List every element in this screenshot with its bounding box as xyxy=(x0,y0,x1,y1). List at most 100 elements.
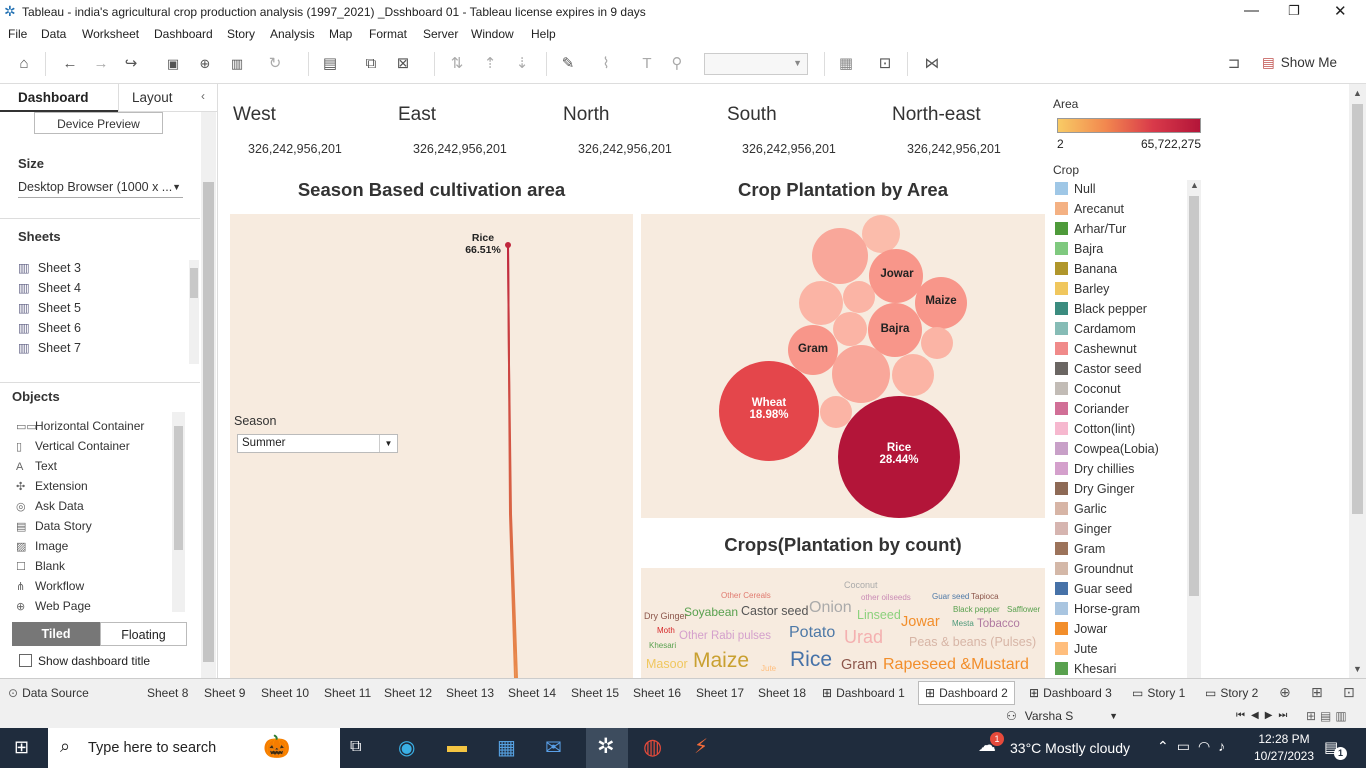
object-web-page[interactable]: ⊕ Web Page xyxy=(16,599,91,613)
save-icon[interactable]: ▣ xyxy=(166,56,180,71)
crop-legend-item[interactable]: Cashewnut xyxy=(1055,342,1137,356)
sheet-item-5[interactable]: ▥ Sheet 5 xyxy=(18,300,81,315)
redo-icon[interactable]: → xyxy=(93,55,109,72)
bubble[interactable] xyxy=(862,215,900,253)
word[interactable]: Tobacco xyxy=(977,618,1020,630)
tab-sheet-9[interactable]: Sheet 9 xyxy=(204,686,246,700)
scroll-up-icon[interactable]: ▲ xyxy=(1353,88,1362,98)
word[interactable]: Guar seed xyxy=(932,592,970,601)
tab-data-source[interactable]: ⊙ Data Source xyxy=(8,686,89,700)
word[interactable]: Safflower xyxy=(1007,605,1041,614)
word[interactable]: Peas & beans (Pulses) xyxy=(909,635,1037,649)
tab-story-2[interactable]: ▭ Story 2 xyxy=(1205,686,1258,700)
crop-legend-item[interactable]: Dry chillies xyxy=(1055,462,1134,476)
object-ask-data[interactable]: ◎ Ask Data xyxy=(16,499,84,513)
menu-worksheet[interactable]: Worksheet xyxy=(82,27,140,41)
bubble[interactable] xyxy=(921,327,953,359)
word[interactable]: Other Cereals xyxy=(721,591,771,600)
new-dashboard-icon[interactable]: ⊞ xyxy=(1311,684,1323,700)
object-data-story[interactable]: ▤ Data Story xyxy=(16,519,92,533)
tab-dashboard-2[interactable]: ⊞ Dashboard 2 xyxy=(918,681,1015,705)
crop-legend-item[interactable]: Dry Ginger xyxy=(1055,482,1134,496)
word[interactable]: Onion xyxy=(809,599,852,616)
edge-icon[interactable]: ◉ xyxy=(398,737,416,759)
word[interactable]: Maize xyxy=(693,649,750,672)
object-vertical-container[interactable]: ▯ Vertical Container xyxy=(16,439,130,453)
label-icon[interactable]: T xyxy=(642,55,652,72)
sheet-item-6[interactable]: ▥ Sheet 6 xyxy=(18,320,81,335)
sheet-nav-icons[interactable]: ⏮◀▶⏭ xyxy=(1236,710,1294,721)
crop-legend-item[interactable]: Garlic xyxy=(1055,502,1107,516)
tab-sheet-8[interactable]: Sheet 8 xyxy=(147,686,189,700)
show-title-checkbox[interactable] xyxy=(19,654,32,667)
tab-sheet-18[interactable]: Sheet 18 xyxy=(758,686,807,700)
word[interactable]: Tapioca xyxy=(971,592,999,601)
new-datasource-icon[interactable]: ⊕ xyxy=(199,56,211,71)
pin-icon[interactable]: ⚲ xyxy=(671,55,683,72)
size-dropdown[interactable]: Desktop Browser (1000 x ... ▼ xyxy=(18,180,183,198)
crop-legend-item[interactable]: Castor seed xyxy=(1055,362,1141,376)
bubble-jowar[interactable] xyxy=(869,249,923,303)
menu-format[interactable]: Format xyxy=(369,27,408,41)
pause-updates-icon[interactable]: ▥ xyxy=(230,56,244,71)
highlight-icon[interactable]: ✎ xyxy=(561,55,575,72)
menu-help[interactable]: Help xyxy=(531,27,556,41)
taskbar-search[interactable]: ⌕ Type here to search 🎃 xyxy=(48,728,340,768)
bubble[interactable] xyxy=(820,396,852,428)
tiled-button[interactable]: Tiled xyxy=(12,622,100,646)
restore-icon[interactable]: ❐ xyxy=(1288,3,1300,18)
crop-legend-item[interactable]: Jute xyxy=(1055,642,1098,656)
bubble-gram[interactable] xyxy=(788,325,838,375)
word[interactable]: Coconut xyxy=(844,580,878,590)
object-image[interactable]: ▨ Image xyxy=(16,539,68,553)
word[interactable]: Castor seed xyxy=(741,604,809,618)
objects-scroll-thumb[interactable] xyxy=(174,426,183,550)
crop-legend-item[interactable]: Barley xyxy=(1055,282,1109,296)
crop-legend-item[interactable]: Black pepper xyxy=(1055,302,1147,316)
crop-legend-item[interactable]: Khesari xyxy=(1055,662,1116,676)
crop-legend-item[interactable]: Cardamom xyxy=(1055,322,1136,336)
menu-map[interactable]: Map xyxy=(329,27,353,41)
object-extension[interactable]: ✣ Extension xyxy=(16,479,88,493)
crop-legend-item[interactable]: Gram xyxy=(1055,542,1105,556)
season-peak-point[interactable] xyxy=(505,242,511,248)
bubble-maize[interactable] xyxy=(915,277,967,329)
menu-server[interactable]: Server xyxy=(423,27,459,41)
word[interactable]: Soyabean xyxy=(684,605,739,619)
group-icon[interactable]: ⌇ xyxy=(602,55,610,72)
word[interactable]: Urad xyxy=(844,627,884,647)
collapse-icon[interactable]: ‹ xyxy=(201,89,205,103)
new-worksheet-icon[interactable]: ▤ xyxy=(322,55,338,72)
word[interactable]: Other Rabi pulses xyxy=(679,630,772,642)
replay-icon[interactable]: ↪ xyxy=(124,55,138,72)
word[interactable]: Masoor xyxy=(646,657,688,671)
menu-window[interactable]: Window xyxy=(471,27,514,41)
crop-legend-item[interactable]: Coriander xyxy=(1055,402,1129,416)
crop-legend-item[interactable]: Arecanut xyxy=(1055,202,1124,216)
word[interactable]: Gram xyxy=(841,657,878,673)
tableau-taskbar-button[interactable]: ✲ xyxy=(586,728,628,768)
duplicate-icon[interactable]: ⧉ xyxy=(365,55,377,72)
crop-legend-item[interactable]: Jowar xyxy=(1055,622,1107,636)
legend-scroll-thumb[interactable] xyxy=(1189,196,1199,596)
show-cards-icon[interactable]: ▦ xyxy=(838,55,854,72)
chrome-icon[interactable]: ◍ xyxy=(643,734,663,759)
bubble-wheat[interactable] xyxy=(719,361,819,461)
word[interactable]: Potato xyxy=(789,624,836,641)
word[interactable]: Rapeseed &Mustard xyxy=(883,656,1029,673)
word[interactable]: Linseed xyxy=(857,608,901,622)
tab-dashboard-1[interactable]: ⊞ Dashboard 1 xyxy=(822,686,905,700)
bubble[interactable] xyxy=(812,228,868,284)
object-workflow[interactable]: ⋔ Workflow xyxy=(16,579,84,593)
menu-dashboard[interactable]: Dashboard xyxy=(154,27,213,41)
store-icon[interactable]: ▦ xyxy=(497,737,516,759)
home-icon[interactable]: ⌂ xyxy=(19,55,29,72)
main-scroll-thumb[interactable] xyxy=(1352,104,1363,514)
word[interactable]: Black pepper xyxy=(953,605,1000,614)
word[interactable]: Moth xyxy=(657,626,675,635)
crop-legend-item[interactable]: Coconut xyxy=(1055,382,1121,396)
tab-dashboard-3[interactable]: ⊞ Dashboard 3 xyxy=(1029,686,1112,700)
tab-sheet-14[interactable]: Sheet 14 xyxy=(508,686,557,700)
presentation-icon[interactable]: ⊡ xyxy=(878,55,892,72)
word[interactable]: Jowar xyxy=(901,614,940,630)
